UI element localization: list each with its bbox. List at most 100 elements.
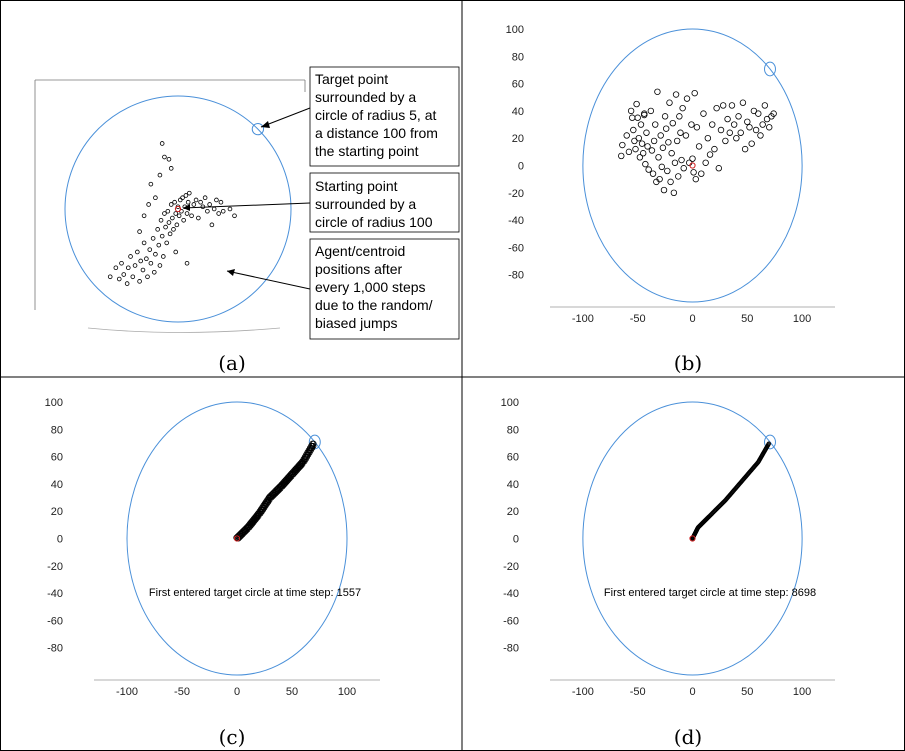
agent-position-point xyxy=(168,202,174,207)
agent-position-point xyxy=(187,190,192,196)
agent-position-point xyxy=(641,110,648,117)
agent-position-point xyxy=(655,154,662,161)
starting-point xyxy=(689,162,696,169)
caption-d: (d) xyxy=(674,725,702,749)
panel-c-chart-layer: -100 -50 0 50 100 100 80 60 40 20 0 -20 -40 -60 -80 xyxy=(45,397,380,698)
agent-position-point xyxy=(185,199,191,205)
agent-position-point xyxy=(121,272,127,277)
agent-position-point xyxy=(150,236,156,241)
target-circle xyxy=(764,61,776,77)
agent-position-point xyxy=(145,274,150,280)
agent-position-point xyxy=(657,132,664,139)
annotation-start-arrow xyxy=(182,202,311,209)
agent-position-point xyxy=(113,265,119,271)
agent-position-point xyxy=(162,154,167,160)
panel-a: Target point surrounded by a circle of r… xyxy=(34,66,460,375)
agent-position-point xyxy=(128,254,133,259)
agent-position-point xyxy=(205,208,210,214)
agent-position-point xyxy=(634,114,641,121)
agent-position-point xyxy=(173,249,179,255)
agent-position-point xyxy=(739,99,747,106)
y-tick-label: 20 xyxy=(51,506,63,518)
agent-position-point xyxy=(130,274,136,280)
agent-position-point xyxy=(675,173,682,180)
agent-position-point xyxy=(181,218,186,223)
agent-position-point xyxy=(193,197,199,203)
agent-position-point xyxy=(144,256,149,262)
x-tick-label: -50 xyxy=(174,686,190,698)
agent-position-point xyxy=(198,199,203,205)
x-tick-label: 0 xyxy=(234,686,240,698)
agent-position-point xyxy=(189,213,194,219)
agent-position-point xyxy=(770,110,777,117)
start-radius-circle xyxy=(64,95,292,323)
agent-position-point xyxy=(165,208,171,214)
x-tick-label: 50 xyxy=(741,313,753,325)
agent-position-point xyxy=(159,233,165,239)
agent-position-point xyxy=(124,281,130,286)
agent-position-point xyxy=(636,154,644,161)
agent-position-point xyxy=(645,166,652,173)
y-tick-label: 0 xyxy=(513,534,519,546)
agent-position-point xyxy=(759,121,766,128)
agent-position-point xyxy=(619,141,626,149)
agent-position-point xyxy=(153,251,158,257)
agent-position-point xyxy=(147,247,153,252)
annotation-agent-line-5: biased jumps xyxy=(315,315,398,331)
agent-position-point xyxy=(715,165,723,172)
agent-position-point xyxy=(209,222,215,228)
annotation-agent-line-3: every 1,000 steps xyxy=(315,279,426,295)
annotation-target-line-3: circle of radius 5, at xyxy=(315,107,436,123)
agent-position-point xyxy=(665,139,672,146)
agent-position-point xyxy=(678,156,685,164)
agent-position-point xyxy=(639,150,647,157)
annotation-target-arrow xyxy=(260,107,311,128)
y-tick-label: 40 xyxy=(51,479,63,491)
x-tick-label: 100 xyxy=(793,686,811,698)
agent-position-point xyxy=(214,197,219,203)
agent-position-point xyxy=(728,102,736,109)
agent-position-point xyxy=(683,95,691,102)
x-tick-label: 0 xyxy=(689,313,695,325)
agent-position-point xyxy=(669,119,676,127)
caption-b: (b) xyxy=(674,351,702,375)
annotation-start-line-2: surrounded by a xyxy=(315,196,416,212)
x-tick-label: 50 xyxy=(741,686,753,698)
target-circle xyxy=(251,122,265,136)
agent-position-point xyxy=(702,159,709,166)
annotation-agent-line-1: Agent/centroid xyxy=(315,243,405,259)
agent-position-point xyxy=(691,89,698,97)
agent-position-point xyxy=(641,111,648,119)
y-tick-label: 0 xyxy=(518,161,524,173)
agent-position-point xyxy=(148,181,154,187)
agent-position-point xyxy=(673,137,681,145)
agent-position-point xyxy=(119,260,124,266)
y-tick-label: -80 xyxy=(47,643,63,655)
panel-a-chart-layer xyxy=(64,95,292,323)
agent-position-point xyxy=(680,165,687,172)
agent-position-point xyxy=(643,129,650,136)
agent-position-point xyxy=(638,140,646,147)
agent-position-point xyxy=(627,107,635,115)
agent-position-point xyxy=(148,260,154,266)
agent-position-point xyxy=(174,222,180,228)
agent-position-point xyxy=(135,249,140,255)
agent-position-point xyxy=(156,242,162,248)
agent-position-point xyxy=(184,260,190,266)
y-tick-label: -20 xyxy=(508,188,524,200)
agent-position-point xyxy=(637,121,645,128)
agent-position-point xyxy=(752,126,760,134)
caption-c: (c) xyxy=(219,725,246,749)
annotation-start-line-1: Starting point xyxy=(315,178,398,194)
agent-position-point xyxy=(667,178,674,186)
x-tick-label: -100 xyxy=(572,686,594,698)
y-tick-label: -60 xyxy=(503,615,519,627)
panel-d: -100 -50 0 50 100 100 80 60 40 20 0 -20 -40 -60 -80 Fi… xyxy=(501,397,835,749)
agent-position-point xyxy=(618,152,625,160)
agent-position-point xyxy=(220,208,226,214)
agent-position-point xyxy=(141,240,147,246)
agent-position-point xyxy=(642,160,649,168)
y-tick-label: -40 xyxy=(503,588,519,600)
y-tick-label: -20 xyxy=(503,561,519,573)
x-tick-label: -50 xyxy=(630,686,646,698)
